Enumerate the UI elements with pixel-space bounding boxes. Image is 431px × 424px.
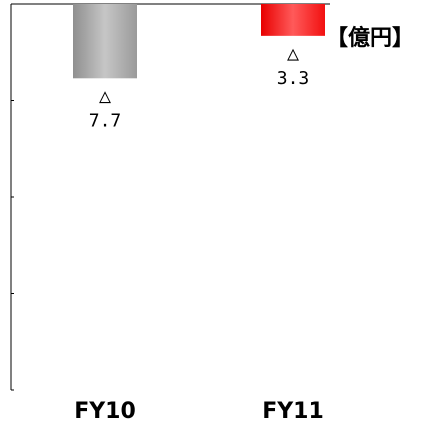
bars [73, 4, 325, 79]
axes [10, 3, 330, 391]
bar-fy10 [73, 4, 137, 79]
data-label-fy10-sign: △ [99, 83, 111, 107]
data-labels: △ 7.7 △ 3.3 [89, 41, 310, 131]
x-tick-labels: FY10 FY11 [74, 399, 324, 424]
bar-fy11 [261, 4, 325, 36]
x-tick-label-fy10: FY10 [74, 399, 136, 424]
y-axis-ticks [11, 3, 14, 391]
unit-label: 【億円】 [326, 25, 414, 51]
data-label-fy10-value: 7.7 [89, 110, 122, 131]
x-tick-label-fy11: FY11 [262, 399, 324, 424]
data-label-fy11-sign: △ [287, 41, 299, 65]
data-label-fy11-value: 3.3 [277, 68, 310, 89]
